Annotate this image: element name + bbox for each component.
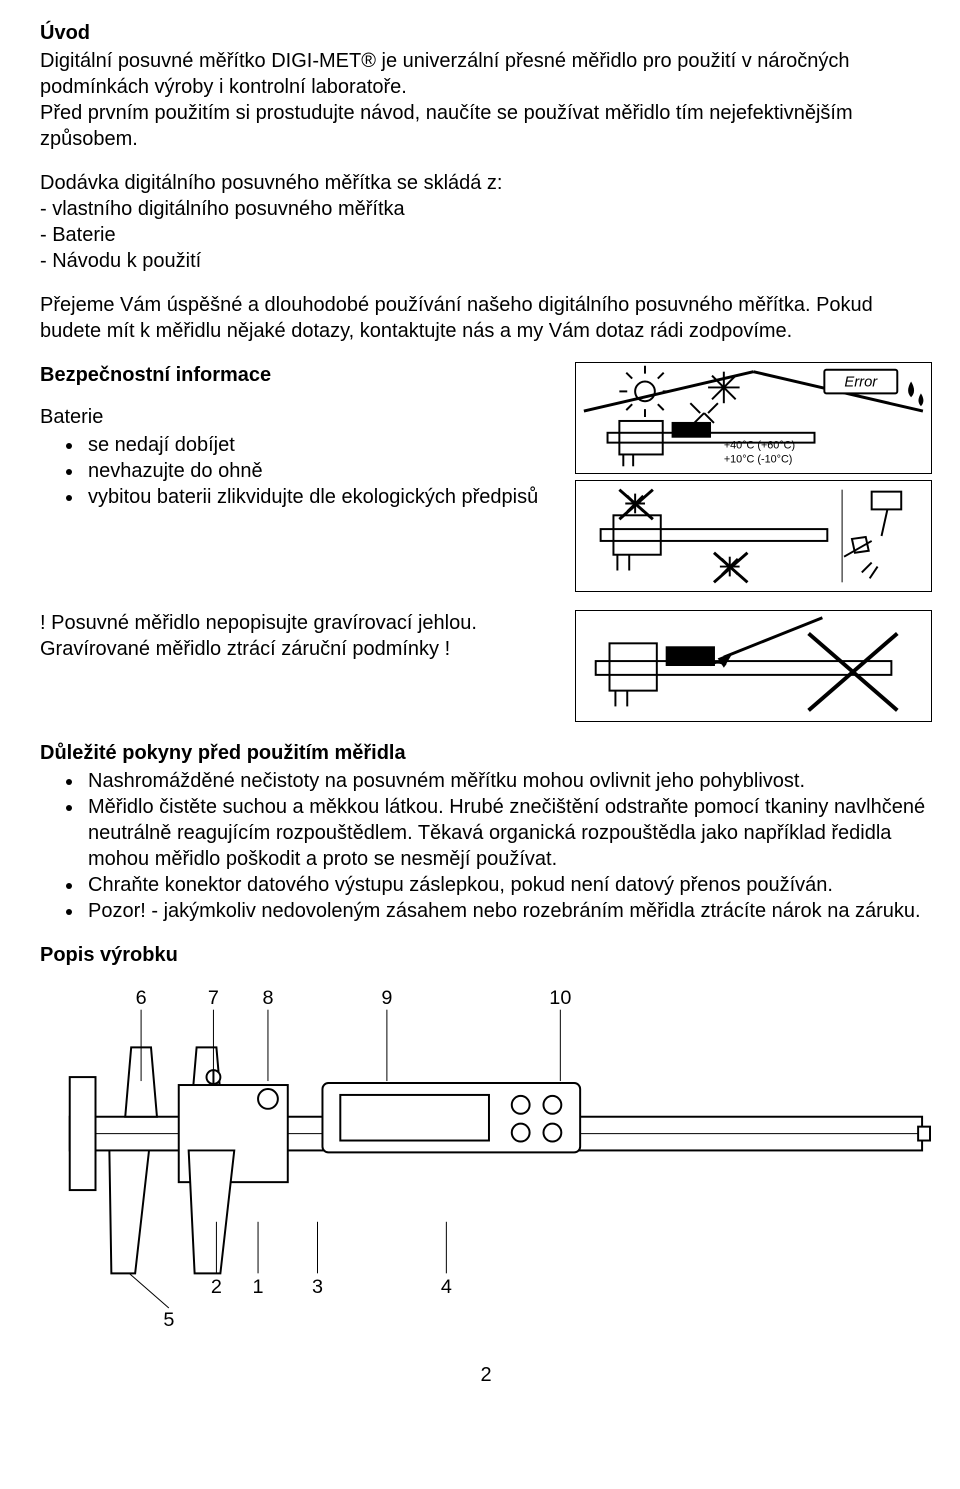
- intro-p4: Přejeme Vám úspěšné a dlouhodobé používá…: [40, 292, 932, 344]
- warn-panel-impact: [575, 480, 932, 592]
- heading-safety: Bezpečnostní informace: [40, 362, 555, 388]
- before-use-bullet-1: Měřidlo čistěte suchou a měkkou látkou. …: [84, 794, 932, 872]
- svg-text:9: 9: [381, 987, 392, 1009]
- svg-text:5: 5: [163, 1309, 174, 1331]
- heading-product-desc: Popis výrobku: [40, 942, 932, 968]
- svg-text:10: 10: [549, 987, 571, 1009]
- before-use-bullet-2: Chraňte konektor datového výstupu záslep…: [84, 872, 932, 898]
- heading-intro: Úvod: [40, 20, 932, 46]
- svg-text:6: 6: [136, 987, 147, 1009]
- intro-p2: Před prvním použitím si prostudujte návo…: [40, 100, 932, 152]
- svg-text:+40°C (+60°C): +40°C (+60°C): [724, 440, 795, 452]
- caliper-diagram: 6 7 8 9 10 2 1 3 4 5: [40, 976, 932, 1340]
- intro-item-0: - vlastního digitálního posuvného měřítk…: [40, 196, 932, 222]
- heading-before-use: Důležité pokyny před použitím měřidla: [40, 740, 932, 766]
- warn-panel-engraving: [575, 610, 932, 722]
- intro-p1: Digitální posuvné měřítko DIGI-MET® je u…: [40, 48, 932, 100]
- battery-bullet-2: vybitou baterii zlikvidujte dle ekologic…: [84, 484, 555, 510]
- before-use-bullet-0: Nashromážděné nečistoty na posuvném měří…: [84, 768, 932, 794]
- svg-text:2: 2: [211, 1276, 222, 1298]
- svg-text:1: 1: [253, 1276, 264, 1298]
- battery-label: Baterie: [40, 404, 555, 430]
- svg-text:+10°C (-10°C): +10°C (-10°C): [724, 453, 793, 465]
- intro-p3: Dodávka digitálního posuvného měřítka se…: [40, 170, 932, 196]
- before-use-bullet-3: Pozor! - jakýmkoliv nedovoleným zásahem …: [84, 898, 932, 924]
- battery-bullet-list: se nedají dobíjet nevhazujte do ohně vyb…: [40, 432, 555, 510]
- svg-text:4: 4: [441, 1276, 452, 1298]
- page-number: 2: [40, 1362, 932, 1388]
- battery-bullet-1: nevhazujte do ohně: [84, 458, 555, 484]
- intro-item-1: - Baterie: [40, 222, 932, 248]
- svg-text:7: 7: [208, 987, 219, 1009]
- svg-text:3: 3: [312, 1276, 323, 1298]
- battery-bullet-0: se nedají dobíjet: [84, 432, 555, 458]
- engraving-warning: ! Posuvné měřidlo nepopisujte gravírovac…: [40, 610, 555, 662]
- svg-text:Error: Error: [845, 374, 879, 390]
- warn-panel-environment: Error +40°C (+60°C) +10°C (-10°C): [575, 362, 932, 474]
- intro-item-2: - Návodu k použití: [40, 248, 932, 274]
- before-use-list: Nashromážděné nečistoty na posuvném měří…: [40, 768, 932, 924]
- svg-text:8: 8: [262, 987, 273, 1009]
